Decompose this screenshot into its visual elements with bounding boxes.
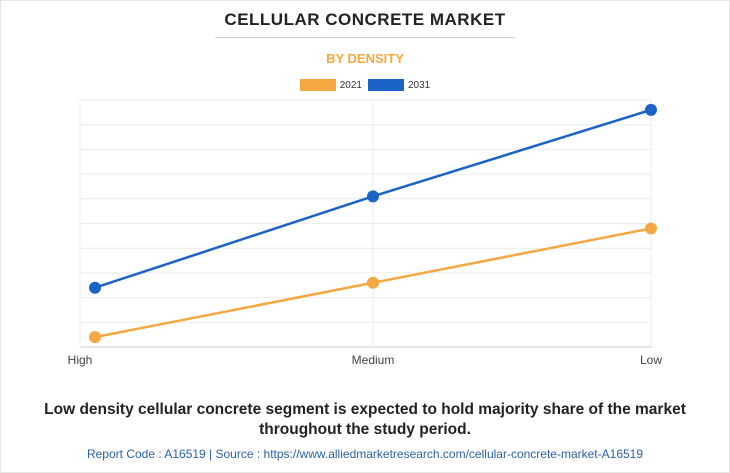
chart-subtitle: BY DENSITY [326, 51, 404, 66]
chart-title: CELLULAR CONCRETE MARKET [224, 10, 506, 29]
legend-swatch-2031 [368, 79, 404, 91]
line-chart: High Medium Low [68, 99, 663, 367]
legend-label-2031: 2031 [408, 79, 431, 91]
data-point-2021 [645, 222, 657, 235]
legend-swatch-2021 [299, 79, 336, 91]
data-point-2031 [367, 190, 379, 203]
legend-item-2021[interactable]: 2021 [299, 79, 362, 91]
data-point-2031 [89, 281, 101, 294]
x-tick-label: High [68, 353, 93, 367]
x-tick-label: Medium [352, 353, 395, 367]
data-point-2021 [367, 276, 379, 289]
legend: 2021 2031 [0, 79, 730, 91]
data-point-2021 [89, 331, 101, 344]
legend-item-2031[interactable]: 2031 [368, 79, 430, 91]
report-footer[interactable]: Report Code : A16519 | Source : https://… [86, 447, 644, 461]
x-tick-label: Low [640, 353, 662, 367]
x-axis: High Medium Low [68, 353, 663, 367]
data-point-2031 [645, 103, 657, 116]
legend-label-2021: 2021 [339, 79, 362, 91]
conclusion-text: Low density cellular concrete segment is… [44, 401, 686, 438]
title-divider [215, 37, 515, 38]
series-points [89, 103, 657, 344]
